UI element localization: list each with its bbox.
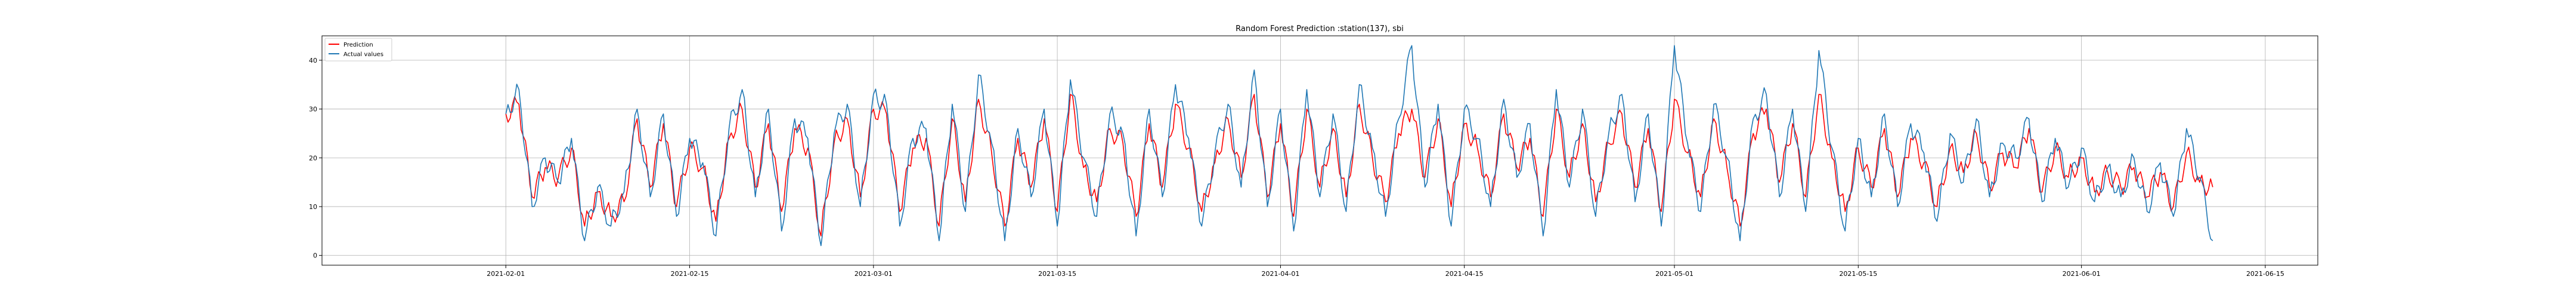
chart-title: Random Forest Prediction :station(137), … xyxy=(1236,24,1404,33)
grid-layer xyxy=(322,36,2318,265)
y-tick-label: 0 xyxy=(313,252,317,260)
series-line-prediction xyxy=(505,94,2213,237)
plot-frame xyxy=(321,35,2318,266)
y-tick-label: 30 xyxy=(309,106,317,113)
series-line-actual xyxy=(505,45,2213,247)
x-tick-label: 2021-04-15 xyxy=(1445,270,1484,278)
y-axis: 0 10 20 30 40 xyxy=(309,57,322,260)
x-tick-label: 2021-05-01 xyxy=(1655,270,1693,278)
x-tick-label: 2021-02-01 xyxy=(487,270,525,278)
x-tick-label: 2021-03-01 xyxy=(854,270,893,278)
x-tick-label: 2021-06-01 xyxy=(2063,270,2101,278)
x-tick-label: 2021-03-15 xyxy=(1038,270,1076,278)
y-tick-label: 20 xyxy=(309,154,317,162)
legend-label-prediction: Prediction xyxy=(343,42,373,48)
series-layer xyxy=(505,45,2213,247)
x-tick-label: 2021-04-01 xyxy=(1261,270,1299,278)
y-tick-label: 10 xyxy=(309,203,317,211)
x-tick-label: 2021-06-15 xyxy=(2246,270,2284,278)
legend: Prediction Actual values xyxy=(324,38,392,62)
x-axis: 2021-02-01 2021-02-15 2021-03-01 2021-03-15… xyxy=(487,265,2284,278)
y-tick-label: 40 xyxy=(309,57,317,65)
legend-label-actual: Actual values xyxy=(343,51,383,58)
x-tick-label: 2021-05-15 xyxy=(1839,270,1877,278)
x-tick-label: 2021-02-15 xyxy=(671,270,709,278)
legend-box xyxy=(324,38,392,62)
